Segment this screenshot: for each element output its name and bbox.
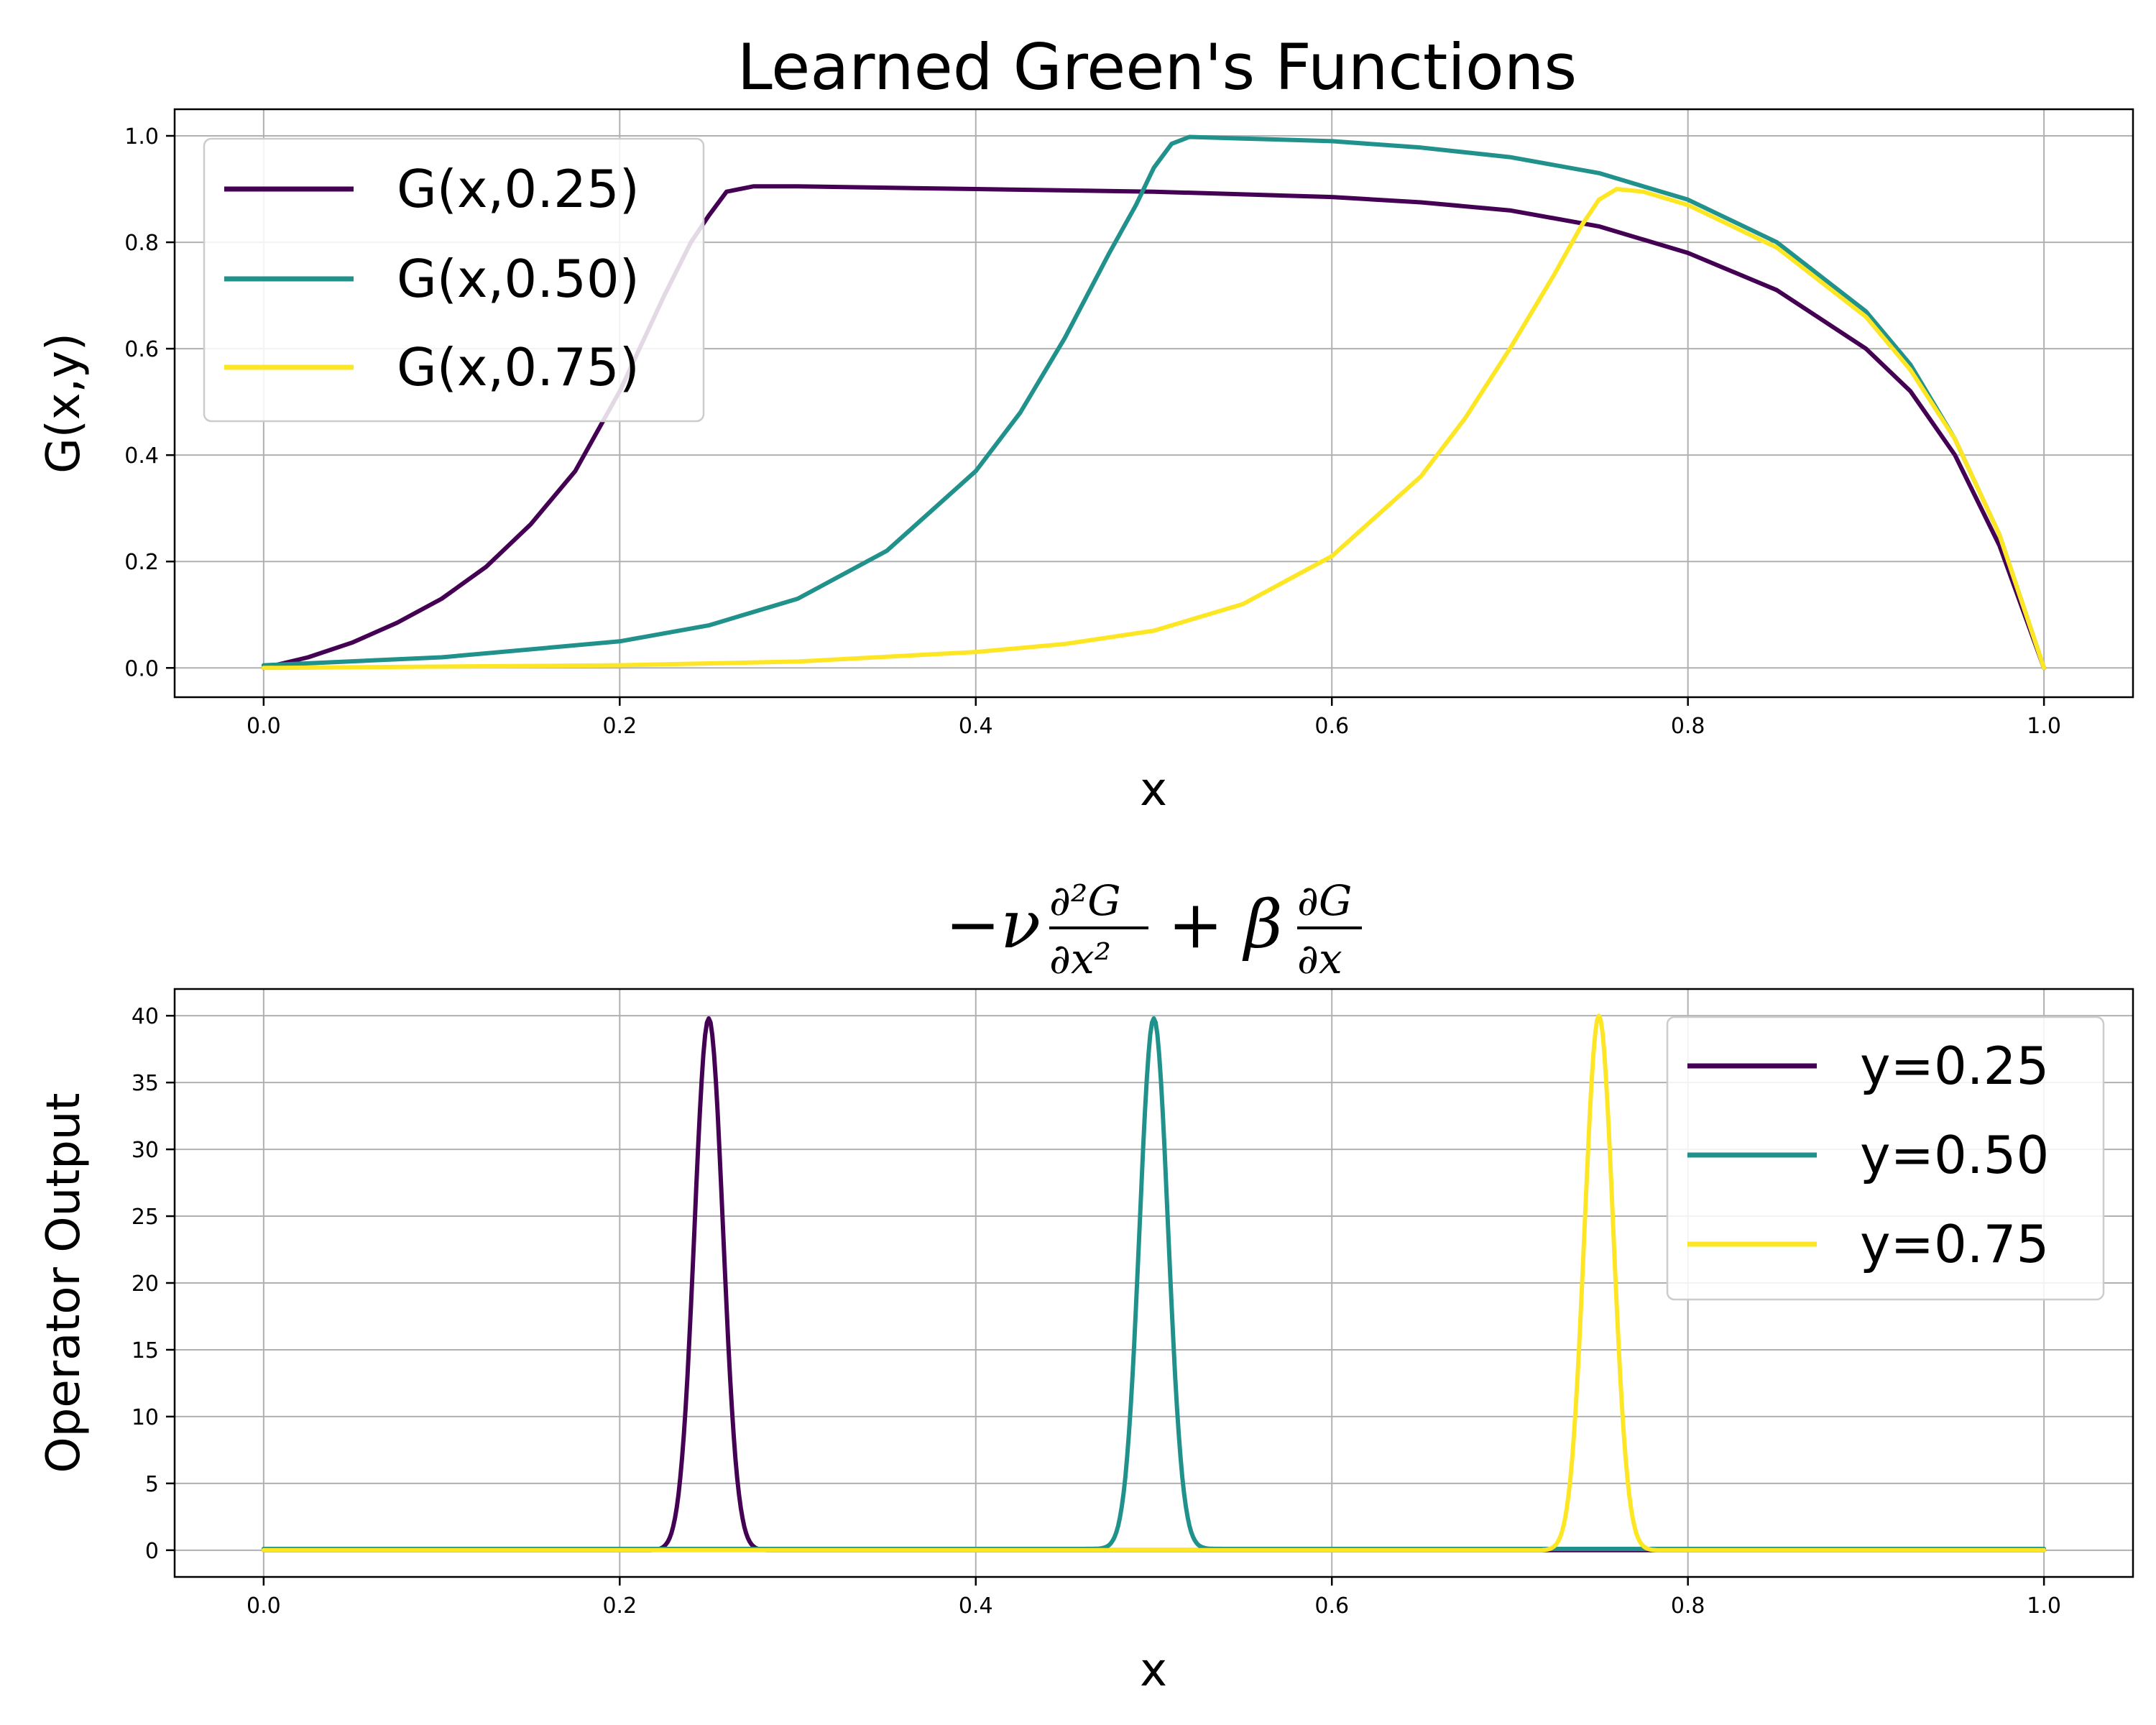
operator-output-plot: −ν ∂²G ∂x² + β ∂G ∂x 0.0 0.2 0.4 0.6 0.8 1.00…	[37, 876, 2134, 1697]
top-y-tick-label: 0.0	[124, 656, 159, 681]
top-x-tick-label: 0.0	[247, 714, 281, 739]
title-frac2-numerator: ∂G	[1297, 876, 1352, 925]
bottom-y-tick-label: 35	[132, 1071, 159, 1096]
bottom-legend: y=0.25 y=0.50 y=0.75	[1666, 1016, 2105, 1301]
top-x-tick-label: 0.2	[602, 714, 637, 739]
bottom-y-tick-label: 5	[145, 1472, 159, 1497]
bottom-series-lines	[261, 1013, 2047, 1552]
top-legend: G(x,0.25) G(x,0.50) G(x,0.75)	[203, 137, 705, 423]
top-legend-label-1: G(x,0.25)	[397, 159, 640, 219]
bottom-y-tick-label: 0	[145, 1539, 159, 1564]
bottom-legend-box	[1666, 1016, 2105, 1301]
top-legend-box	[203, 137, 705, 423]
title-frac1-denominator: ∂x²	[1049, 934, 1111, 983]
top-x-axis-label: x	[1140, 763, 1167, 816]
top-x-tick-label: 1.0	[2027, 714, 2061, 739]
bottom-y-tick-label: 20	[132, 1271, 159, 1297]
bottom-series-line-3	[261, 1013, 2047, 1552]
bottom-x-tick-label: 0.0	[247, 1593, 281, 1619]
bottom-x-tick-label: 0.4	[959, 1593, 993, 1619]
bottom-x-axis-label: x	[1140, 1644, 1167, 1697]
bottom-ticks: 0.0 0.2 0.4 0.6 0.8 1.0 0 5 10 15 20 25 30 35 40	[132, 1004, 2061, 1619]
title-frac1-numerator: ∂²G	[1049, 876, 1121, 925]
top-x-tick-label: 0.6	[1314, 714, 1349, 739]
top-x-tick-label: 0.8	[1671, 714, 1705, 739]
bottom-x-tick-label: 0.8	[1671, 1593, 1705, 1619]
title-minus-nu: −ν	[945, 886, 1041, 963]
top-series-line-3	[261, 187, 2047, 671]
top-y-tick-label: 0.6	[124, 337, 159, 362]
green-functions-plot: Learned Green's Functions 0.0 0.2 0.4 0.6 0.…	[37, 30, 2134, 816]
bottom-y-tick-label: 10	[132, 1405, 159, 1430]
bottom-y-axis-label: Operator Output	[37, 1092, 91, 1473]
bottom-legend-label-3: y=0.75	[1860, 1214, 2049, 1274]
top-axes-frame	[173, 108, 2134, 699]
bottom-legend-label-2: y=0.50	[1860, 1125, 2049, 1185]
top-y-tick-label: 0.2	[124, 550, 159, 575]
bottom-x-tick-label: 1.0	[2027, 1593, 2061, 1619]
bottom-y-tick-label: 30	[132, 1138, 159, 1163]
title-plus-beta: + β	[1168, 886, 1283, 963]
title-frac2-denominator: ∂x	[1297, 934, 1342, 983]
top-ticks: 0.0 0.2 0.4 0.6 0.8 1.0 0.0 0.2 0.4 0.6 0.8 1.0	[124, 124, 2061, 739]
bottom-x-tick-label: 0.2	[602, 1593, 637, 1619]
bottom-y-tick-label: 25	[132, 1205, 159, 1230]
top-series-line-2	[261, 134, 2047, 671]
top-series-line-1	[261, 184, 2047, 671]
top-chart-title: Learned Green's Functions	[737, 30, 1577, 104]
top-y-tick-label: 0.8	[124, 231, 159, 256]
bottom-y-tick-label: 15	[132, 1338, 159, 1363]
top-legend-label-3: G(x,0.75)	[397, 337, 640, 397]
bottom-legend-label-1: y=0.25	[1860, 1036, 2049, 1096]
top-y-tick-label: 1.0	[124, 124, 159, 150]
bottom-x-tick-label: 0.6	[1314, 1593, 1349, 1619]
top-y-tick-label: 0.4	[124, 443, 159, 469]
top-x-tick-label: 0.4	[959, 714, 993, 739]
top-series-lines	[261, 134, 2047, 671]
top-y-axis-label: G(x,y)	[37, 333, 91, 474]
bottom-y-tick-label: 40	[132, 1004, 159, 1029]
bottom-chart-title: −ν ∂²G ∂x² + β ∂G ∂x	[945, 876, 1362, 983]
top-legend-label-2: G(x,0.50)	[397, 249, 640, 309]
